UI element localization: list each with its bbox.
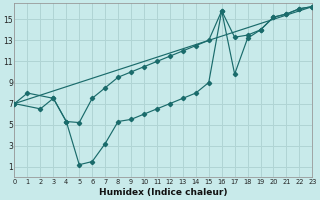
X-axis label: Humidex (Indice chaleur): Humidex (Indice chaleur) [99,188,228,197]
